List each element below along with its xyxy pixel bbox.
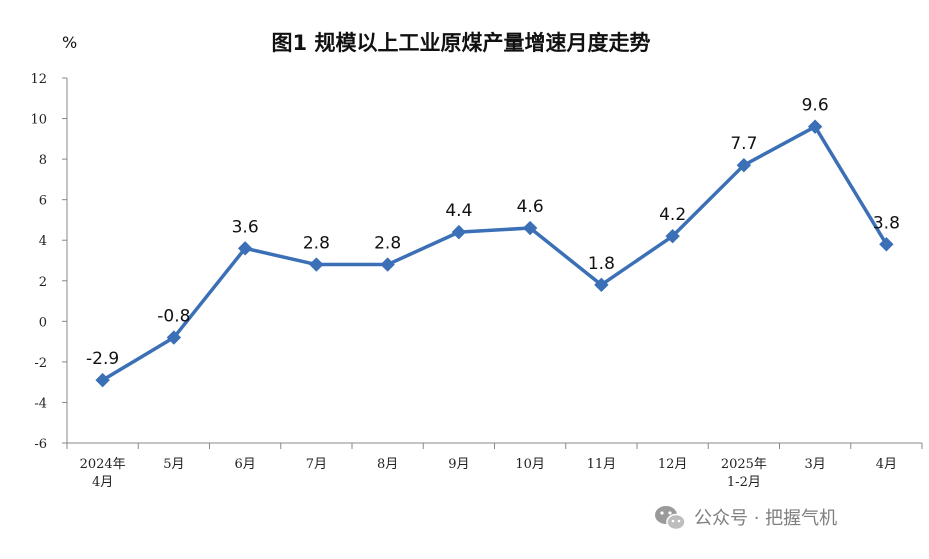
- x-tick-label: 6月: [234, 457, 255, 472]
- data-point: [95, 372, 110, 388]
- x-tick-label: 7月: [306, 457, 327, 472]
- data-point: [380, 257, 395, 272]
- series-group: [95, 119, 894, 388]
- x-tick-label: 11月: [587, 457, 617, 472]
- x-tick-label-line: 11月: [587, 457, 617, 472]
- y-tick-label: 0: [39, 315, 47, 330]
- x-tick-label: 4月: [876, 457, 897, 472]
- data-label: 3.8: [873, 213, 900, 233]
- y-tick-label: -2: [34, 356, 47, 371]
- x-tick-label-line: 3月: [804, 457, 825, 472]
- y-tick-label: 12: [30, 72, 47, 87]
- x-tick-label-line: 12月: [658, 457, 688, 472]
- x-tick-label-line: 4月: [876, 457, 897, 472]
- y-tick-label: 4: [39, 234, 47, 249]
- y-tick-label: 10: [30, 113, 47, 128]
- x-tick-label: 9月: [448, 457, 469, 472]
- x-tick-label-line: 8月: [377, 457, 398, 472]
- watermark-text: 公众号 · 把握气机: [694, 508, 837, 529]
- data-label: 4.4: [445, 201, 472, 221]
- watermark: 公众号 · 把握气机: [655, 506, 837, 531]
- data-label: 1.8: [588, 254, 615, 274]
- data-label: 2.8: [303, 234, 330, 254]
- x-tick-label: 12月: [658, 457, 688, 472]
- data-point: [166, 330, 182, 345]
- data-point: [309, 257, 324, 272]
- x-tick-label-line: 4月: [92, 475, 113, 490]
- data-labels: -2.9 -0.8 3.6 2.8 2.8 4.4 4.6 1.8 4.2 7.7 9.6 3.8: [86, 96, 900, 369]
- x-tick-label: 8月: [377, 457, 398, 472]
- x-tick-label: 5月: [163, 457, 184, 472]
- data-point: [736, 157, 752, 173]
- x-tick-label: 2024年 4月: [80, 457, 126, 490]
- x-tick-label-line: 10月: [515, 457, 545, 472]
- data-label: 4.6: [517, 197, 544, 217]
- data-label: 9.6: [802, 96, 829, 116]
- wechat-icon: [655, 506, 686, 531]
- data-label: -0.8: [157, 307, 190, 327]
- x-tick-label-line: 2024年: [80, 457, 126, 472]
- data-point: [451, 224, 467, 240]
- series-line: [101, 124, 888, 382]
- data-label: 3.6: [232, 217, 259, 237]
- axes: [66, 78, 923, 449]
- x-axis-labels: 2024年 4月 5月 6月 7月 8月 9月 10月 11月 12月 2025年 1-2月 3月 4月: [80, 457, 897, 490]
- data-point: [665, 228, 680, 244]
- y-axis-ticks: -6 -4 -2 0 2 4 6 8 10 12: [30, 72, 67, 452]
- data-point: [879, 237, 894, 252]
- y-tick-label: 8: [39, 153, 47, 168]
- data-point: [594, 277, 609, 293]
- data-label: 2.8: [374, 234, 401, 254]
- data-label: 4.2: [659, 205, 686, 225]
- data-label: 7.7: [730, 134, 757, 154]
- data-point: [237, 241, 253, 256]
- x-tick-label-line: 9月: [448, 457, 469, 472]
- data-point: [522, 220, 538, 236]
- data-point: [807, 119, 823, 134]
- x-tick-label-line: 5月: [163, 457, 184, 472]
- data-label: -2.9: [86, 349, 119, 369]
- x-tick-label: 2025年 1-2月: [721, 457, 767, 490]
- x-tick-label-line: 1-2月: [727, 475, 761, 490]
- y-tick-label: 6: [39, 194, 47, 209]
- x-tick-label-line: 7月: [306, 457, 327, 472]
- chart-title: 图1 规模以上工业原煤产量增速月度走势: [272, 31, 651, 55]
- x-tick-label-line: 6月: [234, 457, 255, 472]
- x-tick-label: 10月: [515, 457, 545, 472]
- x-tick-label: 3月: [804, 457, 825, 472]
- x-tick-label-line: 2025年: [721, 457, 767, 472]
- y-tick-label: -4: [34, 396, 47, 411]
- y-tick-label: -6: [34, 437, 47, 452]
- y-axis-unit: %: [62, 33, 77, 52]
- y-tick-label: 2: [39, 275, 47, 290]
